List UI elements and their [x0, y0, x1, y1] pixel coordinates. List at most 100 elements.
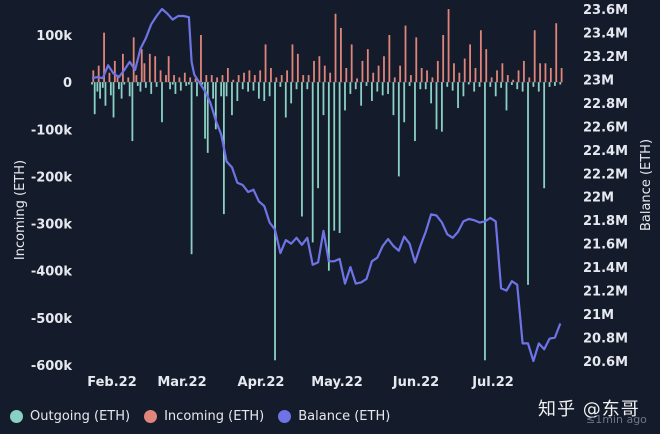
incoming-bar [393, 77, 396, 83]
outgoing-bar [150, 82, 153, 94]
incoming-bar [122, 53, 124, 83]
incoming-bar [388, 35, 391, 83]
right-tick-label: 20.8M [583, 332, 628, 347]
incoming-bar [426, 70, 428, 83]
incoming-bar [485, 49, 488, 83]
outgoing-bar [257, 82, 260, 99]
right-axis-ticks: 23.6M 23.4M 23.2M 23M 22.8M 22.6M 22.4M 22.2M 22… [583, 3, 628, 370]
outgoing-bar [241, 82, 244, 90]
outgoing-bar [311, 82, 314, 243]
outgoing-bar [274, 82, 276, 361]
outgoing-bar [96, 82, 99, 92]
incoming-bar [377, 65, 380, 83]
outgoing-bar [397, 82, 400, 177]
outgoing-swatch [10, 409, 23, 423]
watermark: 知乎 @东哥 [538, 399, 640, 420]
outgoing-bar [201, 82, 204, 85]
balance-swatch [278, 409, 292, 423]
outgoing-bar [185, 82, 188, 86]
incoming-bar [97, 65, 100, 83]
incoming-bar [183, 72, 186, 83]
right-tick-label: 20.6M [583, 355, 628, 370]
incoming-bar [399, 65, 402, 83]
outgoing-bar [424, 82, 427, 90]
outgoing-bar [494, 82, 497, 97]
outgoing-bar [101, 82, 104, 88]
outgoing-bar [169, 82, 171, 90]
incoming-bar [474, 68, 477, 83]
outgoing-bar [360, 82, 363, 106]
outgoing-bar [344, 82, 346, 111]
right-tick-label: 21.8M [583, 214, 628, 229]
legend-item-incoming[interactable]: Incoming (ETH) [144, 409, 264, 424]
outgoing-bar [419, 82, 422, 90]
incoming-bar [113, 60, 116, 83]
incoming-bar [140, 49, 143, 83]
incoming-bar [159, 70, 162, 83]
outgoing-bar [212, 82, 215, 99]
x-axis-ticks: Feb.22 Mar.22 Apr.22 May.22 Jun.22 Jul.22 [87, 375, 514, 390]
outgoing-bar [317, 82, 319, 189]
outgoing-bar [214, 82, 217, 130]
right-tick-label: 22.4M [583, 144, 628, 159]
incoming-bar [296, 53, 299, 83]
incoming-bar [108, 72, 111, 83]
right-tick-label: 23M [583, 73, 614, 88]
outgoing-bar [510, 82, 513, 85]
incoming-bar [329, 72, 332, 83]
incoming-bar [259, 70, 262, 83]
outgoing-bar [220, 82, 223, 97]
outgoing-bar [91, 82, 93, 85]
incoming-bar [165, 75, 167, 83]
legend-item-outgoing[interactable]: Outgoing (ETH) [10, 409, 130, 424]
outgoing-bar [123, 82, 126, 85]
right-tick-label: 22.8M [583, 97, 628, 112]
incoming-bar [469, 44, 471, 83]
incoming-bar [533, 30, 536, 83]
outgoing-bar [120, 82, 123, 99]
incoming-bar [361, 60, 364, 83]
incoming-bar [523, 60, 525, 83]
outgoing-bar [327, 82, 330, 271]
incoming-bar [366, 49, 369, 83]
incoming-bar [264, 44, 267, 83]
legend-item-balance[interactable]: Balance (ETH) [278, 409, 390, 424]
incoming-bar [356, 78, 358, 83]
left-tick-label: -100k [31, 123, 73, 138]
outgoing-bar [225, 82, 228, 97]
left-tick-label: -500k [31, 312, 73, 327]
incoming-bar [334, 13, 337, 83]
left-tick-label: -300k [31, 218, 73, 233]
outgoing-bar [516, 82, 519, 90]
incoming-bar [383, 56, 385, 83]
outgoing-bar [532, 82, 535, 87]
outgoing-bar [349, 82, 352, 94]
incoming-bar [436, 60, 439, 83]
outgoing-bar [196, 82, 198, 97]
incoming-bar [116, 75, 119, 83]
right-tick-label: 21.4M [583, 261, 628, 276]
outgoing-bar [231, 82, 233, 116]
outgoing-bar [118, 82, 120, 90]
outgoing-bar [187, 82, 190, 85]
outgoing-bar [414, 82, 416, 142]
outgoing-bar [99, 82, 101, 99]
incoming-bar [194, 78, 197, 83]
outgoing-bar [144, 82, 147, 88]
outgoing-bar [392, 82, 395, 116]
incoming-bar [154, 56, 157, 83]
outgoing-bar [206, 82, 209, 153]
outgoing-bar [554, 82, 556, 86]
incoming-bar [409, 75, 412, 83]
outgoing-bar [430, 82, 433, 104]
right-tick-label: 22M [583, 191, 614, 206]
outgoing-bar [112, 82, 115, 118]
x-tick-label: Jul.22 [471, 375, 514, 390]
outgoing-bar [354, 82, 357, 90]
outgoing-bar [236, 82, 239, 101]
incoming-bar [420, 68, 423, 83]
left-axis-title: Incoming (ETH) [13, 160, 28, 260]
incoming-bar [560, 68, 563, 83]
outgoing-bar [290, 82, 293, 104]
incoming-bar [291, 44, 294, 83]
